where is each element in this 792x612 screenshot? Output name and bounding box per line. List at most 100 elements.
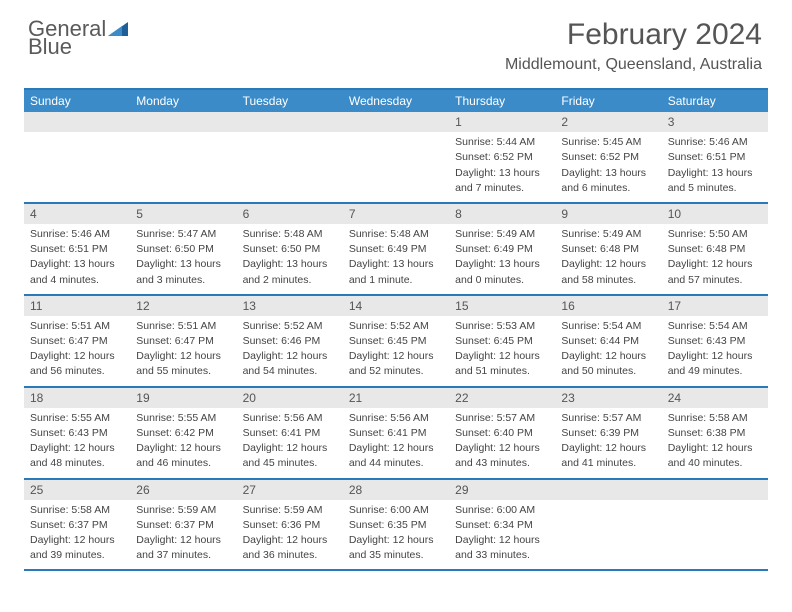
day-cell: 25Sunrise: 5:58 AMSunset: 6:37 PMDayligh… bbox=[24, 480, 130, 570]
daylight-line: Daylight: 12 hours bbox=[136, 441, 230, 455]
day-number: 15 bbox=[449, 296, 555, 316]
sunrise-line: Sunrise: 5:48 AM bbox=[349, 227, 443, 241]
day-details: Sunrise: 5:58 AMSunset: 6:37 PMDaylight:… bbox=[24, 500, 130, 570]
day-cell: 17Sunrise: 5:54 AMSunset: 6:43 PMDayligh… bbox=[662, 296, 768, 386]
day-details: Sunrise: 5:52 AMSunset: 6:46 PMDaylight:… bbox=[237, 316, 343, 386]
day-number: 16 bbox=[555, 296, 661, 316]
day-number: . bbox=[555, 480, 661, 500]
day-number: 8 bbox=[449, 204, 555, 224]
sunrise-line: Sunrise: 5:49 AM bbox=[561, 227, 655, 241]
day-cell: 11Sunrise: 5:51 AMSunset: 6:47 PMDayligh… bbox=[24, 296, 130, 386]
week-row: 4Sunrise: 5:46 AMSunset: 6:51 PMDaylight… bbox=[24, 204, 768, 296]
day-number: 2 bbox=[555, 112, 661, 132]
day-details: Sunrise: 5:59 AMSunset: 6:37 PMDaylight:… bbox=[130, 500, 236, 570]
day-details: Sunrise: 5:56 AMSunset: 6:41 PMDaylight:… bbox=[237, 408, 343, 478]
daylight-line: and 58 minutes. bbox=[561, 273, 655, 287]
daylight-line: Daylight: 12 hours bbox=[668, 257, 762, 271]
day-details: Sunrise: 5:45 AMSunset: 6:52 PMDaylight:… bbox=[555, 132, 661, 202]
daylight-line: Daylight: 13 hours bbox=[561, 166, 655, 180]
sunset-line: Sunset: 6:44 PM bbox=[561, 334, 655, 348]
day-number: 18 bbox=[24, 388, 130, 408]
day-number: 10 bbox=[662, 204, 768, 224]
sunrise-line: Sunrise: 5:48 AM bbox=[243, 227, 337, 241]
day-cell: 29Sunrise: 6:00 AMSunset: 6:34 PMDayligh… bbox=[449, 480, 555, 570]
day-number: 28 bbox=[343, 480, 449, 500]
day-cell: 20Sunrise: 5:56 AMSunset: 6:41 PMDayligh… bbox=[237, 388, 343, 478]
sunrise-line: Sunrise: 6:00 AM bbox=[455, 503, 549, 517]
day-details: Sunrise: 5:46 AMSunset: 6:51 PMDaylight:… bbox=[662, 132, 768, 202]
daylight-line: Daylight: 12 hours bbox=[668, 349, 762, 363]
day-details: Sunrise: 5:50 AMSunset: 6:48 PMDaylight:… bbox=[662, 224, 768, 294]
title-block: February 2024 Middlemount, Queensland, A… bbox=[505, 18, 762, 74]
sunset-line: Sunset: 6:47 PM bbox=[30, 334, 124, 348]
sunrise-line: Sunrise: 5:55 AM bbox=[30, 411, 124, 425]
daylight-line: Daylight: 12 hours bbox=[30, 533, 124, 547]
day-cell: 16Sunrise: 5:54 AMSunset: 6:44 PMDayligh… bbox=[555, 296, 661, 386]
daylight-line: and 0 minutes. bbox=[455, 273, 549, 287]
daylight-line: and 43 minutes. bbox=[455, 456, 549, 470]
daylight-line: Daylight: 12 hours bbox=[243, 349, 337, 363]
daylight-line: Daylight: 12 hours bbox=[136, 349, 230, 363]
day-details: Sunrise: 5:54 AMSunset: 6:44 PMDaylight:… bbox=[555, 316, 661, 386]
week-row: 11Sunrise: 5:51 AMSunset: 6:47 PMDayligh… bbox=[24, 296, 768, 388]
sunset-line: Sunset: 6:37 PM bbox=[30, 518, 124, 532]
sunset-line: Sunset: 6:43 PM bbox=[668, 334, 762, 348]
sunset-line: Sunset: 6:43 PM bbox=[30, 426, 124, 440]
sunrise-line: Sunrise: 5:47 AM bbox=[136, 227, 230, 241]
sunrise-line: Sunrise: 5:58 AM bbox=[668, 411, 762, 425]
weekday-tuesday: Tuesday bbox=[237, 90, 343, 112]
day-cell: 1Sunrise: 5:44 AMSunset: 6:52 PMDaylight… bbox=[449, 112, 555, 202]
sunrise-line: Sunrise: 5:54 AM bbox=[561, 319, 655, 333]
day-cell-empty: . bbox=[555, 480, 661, 570]
weekday-saturday: Saturday bbox=[662, 90, 768, 112]
day-number: 29 bbox=[449, 480, 555, 500]
daylight-line: and 2 minutes. bbox=[243, 273, 337, 287]
day-cell: 21Sunrise: 5:56 AMSunset: 6:41 PMDayligh… bbox=[343, 388, 449, 478]
calendar: SundayMondayTuesdayWednesdayThursdayFrid… bbox=[24, 88, 768, 571]
daylight-line: Daylight: 12 hours bbox=[30, 441, 124, 455]
day-cell: 8Sunrise: 5:49 AMSunset: 6:49 PMDaylight… bbox=[449, 204, 555, 294]
day-details: Sunrise: 5:57 AMSunset: 6:40 PMDaylight:… bbox=[449, 408, 555, 478]
logo-triangle-icon bbox=[108, 18, 128, 40]
sunset-line: Sunset: 6:52 PM bbox=[455, 150, 549, 164]
sunrise-line: Sunrise: 5:51 AM bbox=[136, 319, 230, 333]
sunrise-line: Sunrise: 5:57 AM bbox=[561, 411, 655, 425]
day-cell: 4Sunrise: 5:46 AMSunset: 6:51 PMDaylight… bbox=[24, 204, 130, 294]
day-details: Sunrise: 6:00 AMSunset: 6:35 PMDaylight:… bbox=[343, 500, 449, 570]
sunrise-line: Sunrise: 5:51 AM bbox=[30, 319, 124, 333]
day-number: . bbox=[237, 112, 343, 132]
sunset-line: Sunset: 6:49 PM bbox=[349, 242, 443, 256]
day-cell: 27Sunrise: 5:59 AMSunset: 6:36 PMDayligh… bbox=[237, 480, 343, 570]
day-details: Sunrise: 5:49 AMSunset: 6:49 PMDaylight:… bbox=[449, 224, 555, 294]
day-details: Sunrise: 5:54 AMSunset: 6:43 PMDaylight:… bbox=[662, 316, 768, 386]
daylight-line: Daylight: 12 hours bbox=[349, 349, 443, 363]
day-cell-empty: . bbox=[237, 112, 343, 202]
day-number: . bbox=[24, 112, 130, 132]
daylight-line: and 49 minutes. bbox=[668, 364, 762, 378]
day-cell: 22Sunrise: 5:57 AMSunset: 6:40 PMDayligh… bbox=[449, 388, 555, 478]
day-number: 25 bbox=[24, 480, 130, 500]
daylight-line: and 1 minute. bbox=[349, 273, 443, 287]
daylight-line: Daylight: 12 hours bbox=[561, 257, 655, 271]
week-row: 25Sunrise: 5:58 AMSunset: 6:37 PMDayligh… bbox=[24, 480, 768, 572]
day-details: Sunrise: 5:55 AMSunset: 6:42 PMDaylight:… bbox=[130, 408, 236, 478]
sunrise-line: Sunrise: 5:45 AM bbox=[561, 135, 655, 149]
sunset-line: Sunset: 6:42 PM bbox=[136, 426, 230, 440]
daylight-line: and 35 minutes. bbox=[349, 548, 443, 562]
sunrise-line: Sunrise: 5:59 AM bbox=[136, 503, 230, 517]
sunset-line: Sunset: 6:48 PM bbox=[561, 242, 655, 256]
day-cell-empty: . bbox=[343, 112, 449, 202]
sunset-line: Sunset: 6:51 PM bbox=[668, 150, 762, 164]
daylight-line: and 51 minutes. bbox=[455, 364, 549, 378]
daylight-line: Daylight: 13 hours bbox=[455, 166, 549, 180]
daylight-line: and 57 minutes. bbox=[668, 273, 762, 287]
daylight-line: Daylight: 13 hours bbox=[455, 257, 549, 271]
daylight-line: Daylight: 12 hours bbox=[136, 533, 230, 547]
day-number: 6 bbox=[237, 204, 343, 224]
daylight-line: and 6 minutes. bbox=[561, 181, 655, 195]
day-cell: 24Sunrise: 5:58 AMSunset: 6:38 PMDayligh… bbox=[662, 388, 768, 478]
sunrise-line: Sunrise: 5:54 AM bbox=[668, 319, 762, 333]
daylight-line: and 50 minutes. bbox=[561, 364, 655, 378]
month-title: February 2024 bbox=[505, 18, 762, 52]
day-number: 24 bbox=[662, 388, 768, 408]
